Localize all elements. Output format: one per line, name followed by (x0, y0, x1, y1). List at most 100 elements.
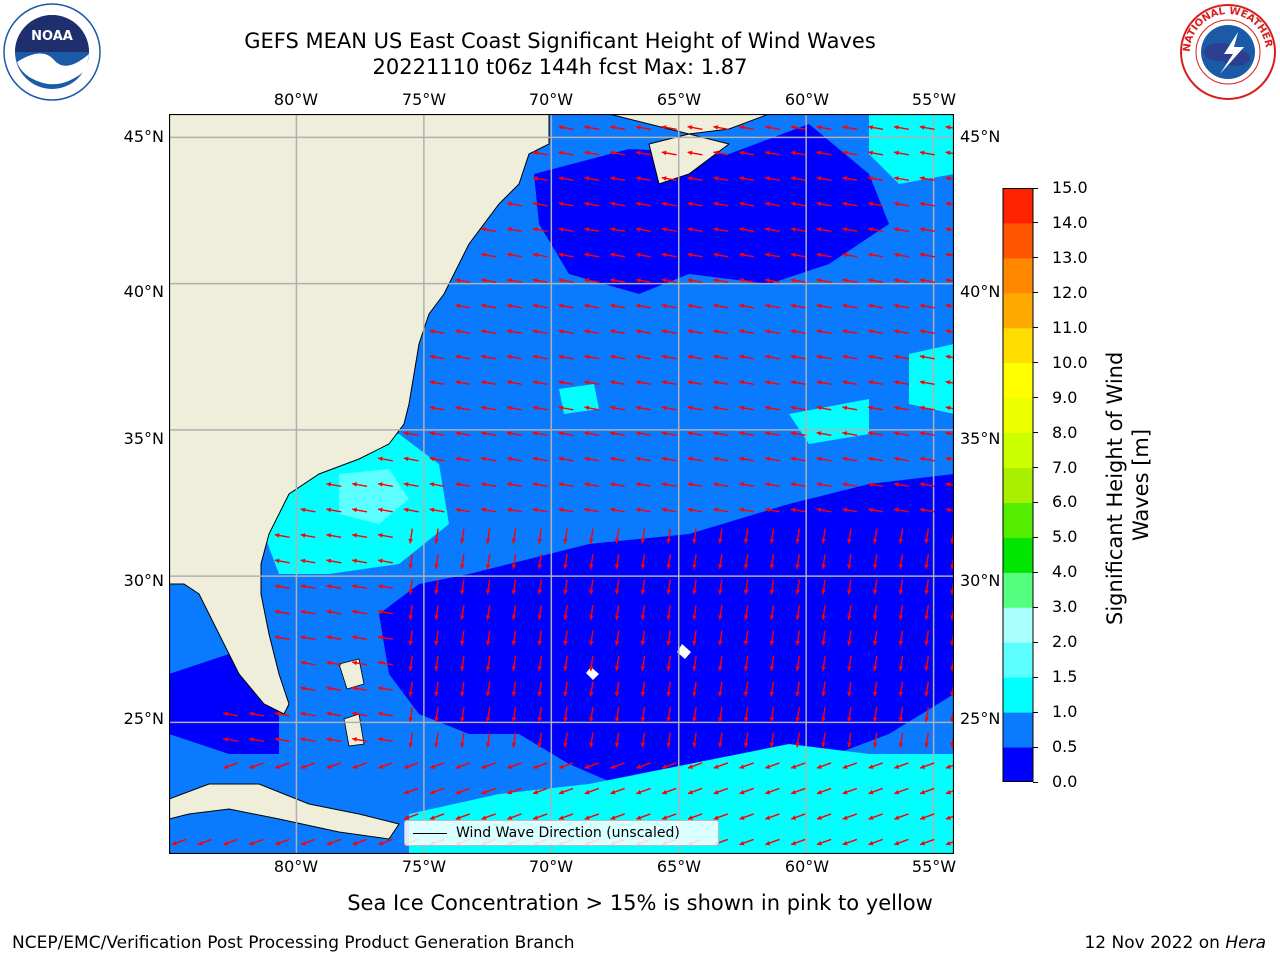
wave-arrow (537, 528, 543, 544)
colorbar-tick-mark (1033, 711, 1038, 713)
wave-arrow (790, 201, 806, 207)
wave-arrow (429, 405, 445, 411)
wave-arrow (429, 762, 445, 769)
wave-arrow (485, 528, 491, 544)
wave-arrow (326, 507, 342, 513)
lat-label-right: 40°N (960, 282, 1001, 301)
wave-arrow (481, 431, 497, 437)
wave-arrow (846, 732, 852, 748)
wave-arrow (459, 579, 465, 595)
wave-arrow (563, 630, 568, 646)
wave-arrow (821, 630, 826, 646)
wave-arrow (459, 681, 465, 697)
colorbar-segment (1003, 292, 1033, 329)
wave-arrow (790, 405, 806, 411)
wave-arrow (821, 528, 826, 544)
wave-arrow (868, 431, 884, 437)
wave-arrow (300, 737, 316, 743)
wave-arrow (455, 431, 471, 437)
wave-arrow (894, 787, 909, 795)
colorbar-segment (1003, 257, 1033, 294)
wave-arrow (790, 303, 806, 309)
wave-arrow (584, 150, 600, 156)
wave-arrow (846, 706, 852, 723)
wave-arrow (764, 227, 780, 233)
wave-arrow (249, 838, 264, 846)
footer-branch: NCEP/EMC/Verification Post Processing Pr… (12, 933, 575, 953)
wave-arrow (661, 303, 677, 309)
wave-arrow (635, 303, 651, 309)
colorbar-tick-label: 1.0 (1052, 702, 1078, 722)
wave-arrow (868, 787, 883, 795)
wave-arrow (790, 252, 806, 258)
wave-arrow (692, 732, 697, 748)
wave-arrow (868, 456, 884, 462)
wave-arrow (816, 252, 832, 258)
wave-arrow (666, 604, 672, 621)
wave-arrow (717, 681, 723, 697)
wave-arrow (588, 655, 594, 672)
lat-label-right: 30°N (960, 571, 1001, 590)
wave-arrow (537, 655, 543, 672)
wave-arrow (687, 405, 703, 411)
wave-arrow (610, 201, 626, 207)
wave-arrow (403, 507, 419, 513)
wave-arrow (898, 732, 904, 748)
wave-arrow (769, 655, 775, 672)
wave-arrow (584, 278, 600, 284)
wave-arrow (713, 303, 729, 309)
wave-arrow (816, 278, 832, 284)
wave-arrow (640, 655, 646, 672)
colorbar-tick-mark (1033, 432, 1038, 434)
wave-arrow (795, 706, 801, 723)
colorbar-segment (1003, 607, 1033, 643)
wave-arrow (919, 354, 935, 360)
wave-arrow (739, 456, 755, 462)
wave-arrow (764, 405, 780, 411)
wave-arrow (868, 329, 884, 335)
wave-arrow (769, 604, 775, 621)
wave-arrow (924, 655, 930, 672)
wave-arrow (635, 201, 651, 207)
wave-arrow (558, 176, 574, 182)
land-cuba (169, 783, 400, 840)
wave-arrow (507, 813, 522, 820)
wave-arrow (764, 431, 780, 437)
wave-arrow (614, 732, 620, 748)
wave-arrow (532, 762, 548, 769)
wave-arrow (532, 813, 548, 820)
wave-arrow (821, 732, 826, 748)
wave-arrow (898, 630, 904, 646)
wave-arrow (248, 737, 264, 743)
wave-arrow (377, 558, 393, 564)
wave-arrow (481, 482, 497, 488)
wave-arrow (635, 431, 651, 437)
wave-arrow (584, 482, 600, 488)
wave-arrow (558, 787, 574, 795)
wave-arrow (506, 329, 522, 335)
footer-date: 12 Nov 2022 on (1084, 933, 1226, 953)
wave-arrow (532, 201, 548, 207)
wave-arrow (893, 380, 909, 386)
colorbar-segment (1003, 502, 1033, 538)
wave-arrow (713, 380, 729, 386)
wave-arrow (636, 787, 651, 795)
wave-arrow (842, 482, 858, 488)
wave-arrow (506, 405, 522, 411)
wave-arrow (300, 660, 316, 666)
wave-arrow (532, 380, 548, 386)
wave-arrow (739, 125, 755, 131)
wave-arrow (713, 252, 729, 258)
wave-arrow (816, 176, 832, 182)
colorbar-tick-label: 0.0 (1052, 772, 1078, 791)
lon-label-bottom: 60°W (784, 857, 830, 876)
wave-arrow (713, 813, 729, 820)
wave-arrow (743, 553, 749, 570)
wave-arrow (485, 579, 491, 595)
wave-arrow (507, 787, 522, 795)
wave-arrow (924, 630, 930, 646)
wave-arrow (485, 706, 491, 723)
wave-arrow (816, 354, 832, 360)
wave-arrow (739, 201, 755, 207)
wave-arrow (481, 303, 497, 309)
